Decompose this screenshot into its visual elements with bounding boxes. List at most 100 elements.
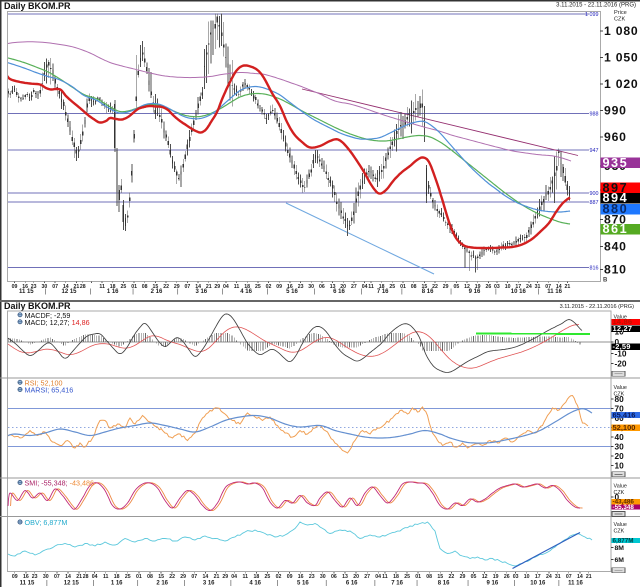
svg-text:21: 21 [586,574,592,580]
svg-text:|: | [314,289,316,295]
svg-text:12: 12 [482,574,488,580]
svg-text:CZK: CZK [614,490,625,496]
svg-text:8 16: 8 16 [422,289,434,295]
svg-text:09: 09 [12,284,18,290]
svg-text:|: | [132,289,134,295]
svg-text:15: 15 [153,284,159,290]
svg-text:15: 15 [437,574,443,580]
svg-text:16: 16 [298,574,304,580]
svg-text:30: 30 [43,574,49,580]
svg-text:Daily BKOM.PR: Daily BKOM.PR [4,1,71,11]
svg-text:11: 11 [382,574,388,580]
svg-text:30: 30 [308,284,314,290]
svg-text:04: 04 [375,574,381,580]
svg-text:18: 18 [254,574,260,580]
svg-text:03: 03 [494,284,500,290]
svg-text:28: 28 [83,574,89,580]
svg-text:3 16: 3 16 [195,289,207,295]
svg-text:18: 18 [379,284,385,290]
svg-text:0: 0 [615,492,620,502]
svg-text:29: 29 [460,574,466,580]
svg-text:01: 01 [131,284,137,290]
svg-text:3 16: 3 16 [203,580,215,586]
svg-text:20: 20 [353,574,359,580]
svg-text:1 020: 1 020 [604,77,639,91]
svg-text:|: | [90,289,92,295]
svg-text:|: | [401,289,403,295]
svg-text:14: 14 [65,574,71,580]
svg-text:9 16: 9 16 [469,289,481,295]
svg-text:02: 02 [276,574,282,580]
svg-text:17: 17 [535,574,541,580]
svg-text:65,416: 65,416 [613,410,636,419]
svg-text:26: 26 [504,574,510,580]
svg-text:22: 22 [163,284,169,290]
svg-text:11: 11 [243,574,249,580]
svg-text:|: | [45,289,47,295]
svg-text:960: 960 [604,130,627,144]
svg-text:18: 18 [114,574,120,580]
svg-text:7 16: 7 16 [377,289,389,295]
svg-text:816: 816 [590,266,599,272]
svg-text:08: 08 [147,574,153,580]
svg-text:CZK: CZK [614,17,625,23]
svg-text:7 16: 7 16 [391,580,403,586]
svg-text:30: 30 [615,442,625,452]
svg-text:52,100: 52,100 [613,423,636,432]
svg-text:947: 947 [590,148,599,154]
svg-text:14,86: 14,86 [613,317,633,326]
svg-text:|: | [267,289,269,295]
svg-text:24: 24 [526,284,532,290]
svg-text:05: 05 [471,574,477,580]
svg-text:MACD; 12,27; 14,86: MACD; 12,27; 14,86 [25,318,90,327]
svg-text:1 16: 1 16 [111,580,123,586]
svg-text:887: 887 [590,200,599,206]
svg-text:1 050: 1 050 [604,51,639,65]
svg-text:16: 16 [287,284,293,290]
svg-text:03: 03 [513,574,519,580]
svg-text:05: 05 [454,284,460,290]
svg-text:19: 19 [493,574,499,580]
svg-text:31: 31 [555,574,561,580]
svg-text:01: 01 [415,574,421,580]
svg-text:810: 810 [604,263,627,277]
svg-text:|: | [558,580,560,586]
svg-text:11: 11 [234,284,240,290]
svg-text:6 16: 6 16 [346,580,358,586]
svg-text:|: | [514,580,516,586]
svg-text:Value: Value [614,522,627,528]
svg-text:09: 09 [276,284,282,290]
svg-text:11: 11 [368,284,374,290]
svg-text:MARSI; 65,416: MARSI; 65,416 [25,386,74,395]
svg-text:|: | [450,289,452,295]
svg-text:25: 25 [265,574,271,580]
svg-text:26: 26 [486,284,492,290]
svg-text:20: 20 [340,284,346,290]
svg-text:14: 14 [195,284,201,290]
svg-text:900: 900 [590,191,599,197]
svg-text:Value: Value [614,314,627,320]
svg-text:16: 16 [23,574,29,580]
svg-text:23: 23 [298,284,304,290]
svg-text:3.11.2015 - 22.11.2016 (PRG): 3.11.2015 - 22.11.2016 (PRG) [556,3,636,9]
svg-text:08: 08 [142,284,148,290]
svg-text:-20: -20 [615,359,627,369]
svg-text:30: 30 [42,284,48,290]
svg-text:07: 07 [52,284,58,290]
svg-text:988: 988 [590,112,599,118]
svg-text:MACDF; -2,59: MACDF; -2,59 [25,311,71,320]
svg-text:12 15: 12 15 [61,289,77,295]
svg-text:880: 880 [603,202,629,216]
svg-text:04: 04 [231,574,237,580]
svg-text:60: 60 [615,413,625,423]
svg-text:23: 23 [31,284,37,290]
svg-text:4 16: 4 16 [240,289,252,295]
svg-text:|: | [495,289,497,295]
svg-text:6 16: 6 16 [333,289,345,295]
svg-text:07: 07 [54,574,60,580]
svg-text:08: 08 [411,284,417,290]
svg-text:10: 10 [505,284,511,290]
svg-text:07: 07 [185,284,191,290]
svg-text:9 16: 9 16 [487,580,499,586]
svg-text:6M: 6M [615,557,625,564]
